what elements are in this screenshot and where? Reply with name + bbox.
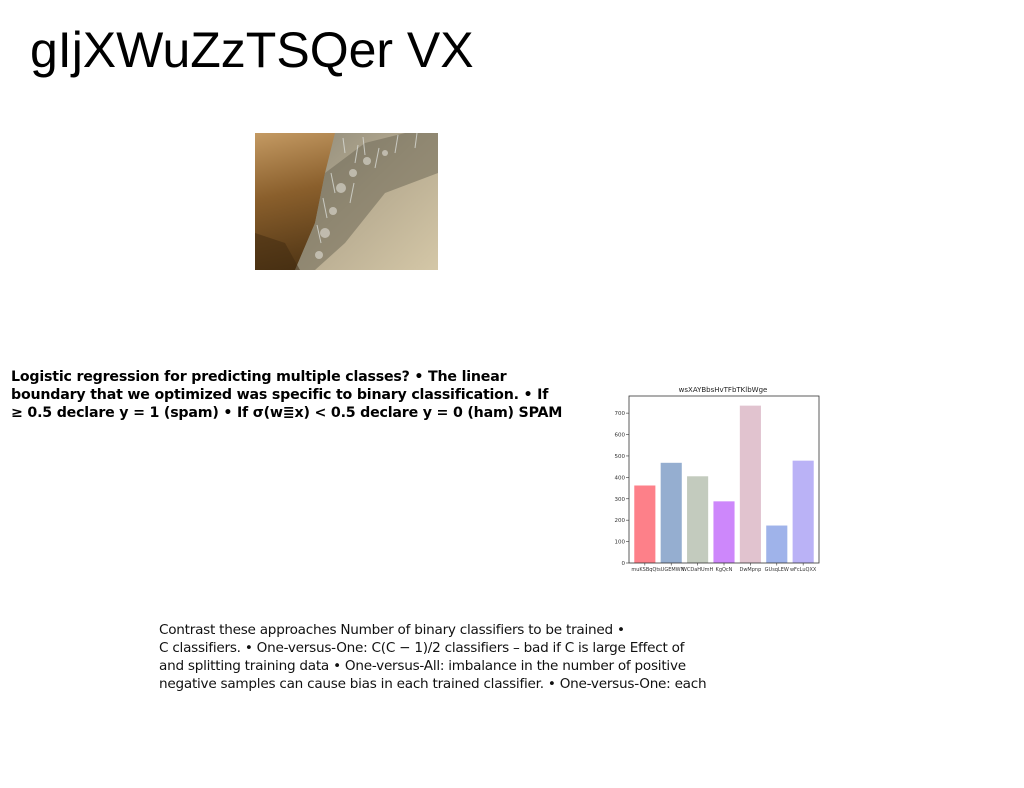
bold-paragraph: Logistic regression for predicting multi… xyxy=(11,368,591,422)
slide-title: gIjXWuZzTSQer VX xyxy=(30,22,474,78)
bar-KgQcN xyxy=(713,501,735,563)
chart-title: wsXAYBbsHvTFbTKlbWge xyxy=(679,386,768,394)
body-paragraph-line: negative samples can cause bias in each … xyxy=(159,676,707,692)
x-tick-label: wFcLuQXX xyxy=(790,567,817,573)
bar-DwMpnp xyxy=(739,405,761,563)
x-tick-label: KgQcN xyxy=(716,567,733,573)
bar-GUsqLEW xyxy=(766,525,788,563)
x-tick-label: DwMpnp xyxy=(739,567,761,573)
body-paragraph: Contrast these approaches Number of bina… xyxy=(159,621,759,693)
bar-wFcLuQXX xyxy=(792,460,814,563)
bold-paragraph-line: Logistic regression for predicting multi… xyxy=(11,369,507,385)
bar-sUGEMWN xyxy=(660,462,682,563)
x-tick-label: GUsqLEW xyxy=(765,567,789,573)
bar-WCDaHUmH xyxy=(687,476,709,563)
x-tick-label: sUGEMWN xyxy=(658,567,685,573)
y-tick-label: 400 xyxy=(615,475,626,481)
y-tick-label: 200 xyxy=(615,518,626,524)
body-paragraph-line: Contrast these approaches Number of bina… xyxy=(159,622,625,638)
y-tick-label: 500 xyxy=(615,454,626,460)
y-tick-label: 700 xyxy=(615,411,626,417)
body-paragraph-line: and splitting training data • One-versus… xyxy=(159,658,686,674)
body-paragraph-line: C classifiers. • One-versus-One: C(C − 1… xyxy=(159,640,685,656)
y-tick-label: 300 xyxy=(615,497,626,503)
bold-paragraph-line: ≥ 0.5 declare y = 1 (spam) • If σ(w≣x) <… xyxy=(11,405,563,421)
plot-frame xyxy=(628,395,820,564)
x-tick-label: WCDaHUmH xyxy=(682,567,714,573)
landscape-photo xyxy=(255,133,438,270)
y-tick-label: 0 xyxy=(622,561,626,567)
y-tick-label: 100 xyxy=(615,540,626,546)
y-tick-label: 600 xyxy=(615,433,626,439)
x-tick-label: muKSBqQt xyxy=(631,567,658,573)
bar-chart: wsXAYBbsHvTFbTKlbWge 0 100 200 300 400 500 600… xyxy=(610,382,825,577)
bar-chart-svg: wsXAYBbsHvTFbTKlbWge 0 100 200 300 400 500 600… xyxy=(615,386,820,573)
bold-paragraph-line: boundary that we optimized was specific … xyxy=(11,387,549,403)
bar-muKSBqQt xyxy=(634,485,656,563)
